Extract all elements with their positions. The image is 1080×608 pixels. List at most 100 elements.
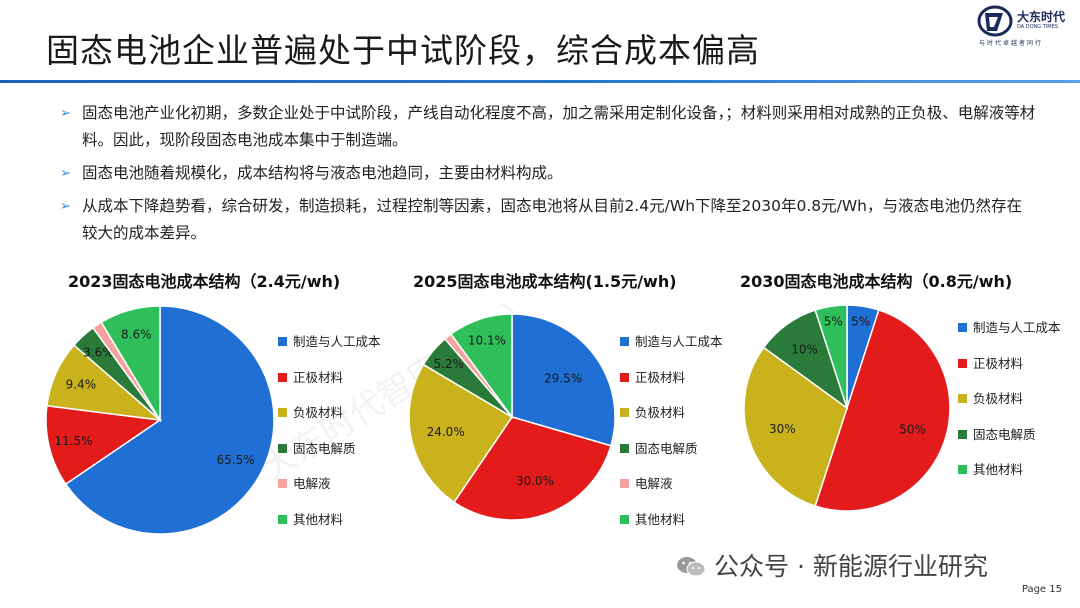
pie-label-0-3: 3.6% <box>83 346 114 360</box>
legend-item: 负极材料 <box>278 402 381 424</box>
legend-item: 固态电解质 <box>620 438 723 460</box>
legend-label: 其他材料 <box>635 511 686 527</box>
legend-label: 制造与人工成本 <box>293 334 381 349</box>
bullet-item: ➢ 从成本下降趋势看，综合研发，制造损耗，过程控制等因素，固态电池将从目前2.4元… <box>56 193 1036 247</box>
legend-label: 其他材料 <box>973 462 1024 477</box>
legend-label: 固态电解质 <box>973 426 1036 442</box>
logo-slogan: 与时代卓越者同行 <box>979 40 1044 47</box>
page-title: 固态电池企业普遍处于中试阶段，综合成本偏高 <box>46 31 760 70</box>
bullet-list: ➢ 固态电池产业化初期，多数企业处于中试阶段，产线自动化程度不高，加之需采用定制化… <box>56 100 1036 253</box>
pie-label-2-3: 10% <box>791 343 818 357</box>
legend-swatch <box>620 337 629 346</box>
footer-source: 公众号 · 新能源行业研究 <box>676 547 988 583</box>
legend-item: 正极材料 <box>278 367 381 389</box>
pie-label-0-1: 11.5% <box>54 434 92 448</box>
title-divider <box>0 80 1080 83</box>
pie-label-1-0: 29.5% <box>544 372 582 386</box>
legend-item: 其他材料 <box>278 509 381 531</box>
chart-title-2025: 2025固态电池成本结构(1.5元/wh) <box>413 272 677 291</box>
legend-label: 正极材料 <box>973 355 1024 371</box>
pie-slice-1-1 <box>453 416 612 521</box>
legend-label: 电解液 <box>293 476 331 491</box>
legend-item: 固态电解质 <box>278 438 381 460</box>
legend-label: 固态电解质 <box>293 440 356 456</box>
bullet-text: 从成本下降趋势看，综合研发，制造损耗，过程控制等因素，固态电池将从目前2.4元/… <box>82 197 1022 242</box>
pie-2025-svg: 29.5% 30.0% 24.0% 5.2%10.1% <box>408 313 616 521</box>
pie-label-2-4: 5% <box>824 315 843 329</box>
legend-swatch <box>958 465 967 474</box>
pie-slice-2-1 <box>814 309 951 512</box>
pie-2030-svg: 5% 50% 30% 10% 5% <box>743 304 951 512</box>
logo-en: DA DONG TIMES <box>1017 24 1058 30</box>
chart-title-2030: 2030固态电池成本结构（0.8元/wh) <box>740 272 1013 291</box>
pie-label-1-2: 24.0% <box>427 425 465 439</box>
bullet-text: 固态电池随着规模化，成本结构将与液态电池趋同，主要由材料构成。 <box>82 164 563 182</box>
legend-item: 其他材料 <box>958 459 1061 481</box>
legend-swatch <box>278 372 287 382</box>
legend-item: 制造与人工成本 <box>278 331 381 353</box>
legend-swatch <box>620 372 629 382</box>
bullet-item: ➢ 固态电池随着规模化，成本结构将与液态电池趋同，主要由材料构成。 <box>56 160 1036 187</box>
legend-swatch <box>278 514 287 524</box>
legend-item: 负极材料 <box>620 402 723 424</box>
pie-slice-1-0 <box>511 313 616 447</box>
bullet-arrow-icon: ➢ <box>60 199 71 214</box>
legend-label: 负极材料 <box>635 405 686 420</box>
legend-item: 制造与人工成本 <box>958 317 1061 339</box>
legend-item: 电解液 <box>278 473 381 495</box>
brand-logo: 大东时代 DA DONG TIMES 与时代卓越者同行 <box>975 2 1075 52</box>
legend-swatch <box>958 358 967 368</box>
legend-2023: 制造与人工成本 正极材料负极材料固态电解质电解液其他材料 <box>278 331 381 544</box>
pie-slice-0-0 <box>64 305 275 535</box>
legend-2025: 制造与人工成本 正极材料负极材料固态电解质电解液其他材料 <box>620 331 723 544</box>
legend-swatch <box>620 479 629 488</box>
pie-chart-2025: 29.5% 30.0% 24.0% 5.2% 10.1% <box>400 310 630 530</box>
pie-slice-0-1 <box>45 404 163 486</box>
pie-label-0-2: 9.4% <box>66 378 97 392</box>
pie-label-0-5: 8.6% <box>121 327 152 341</box>
legend-swatch <box>620 408 629 417</box>
pie-label-0-0: 65.5% <box>216 453 254 467</box>
legend-label: 正极材料 <box>293 369 344 385</box>
legend-item: 正极材料 <box>958 353 1061 375</box>
legend-item: 固态电解质 <box>958 424 1061 446</box>
legend-label: 电解液 <box>635 476 673 491</box>
legend-label: 其他材料 <box>293 511 344 527</box>
pie-2023-svg: 65.5% 11.5% 9.4% 3.6% 8.6% <box>45 305 275 535</box>
legend-label: 负极材料 <box>973 391 1024 406</box>
footer-source-text: 公众号 · 新能源行业研究 <box>714 552 988 581</box>
pie-label-2-2: 30% <box>769 422 796 436</box>
legend-swatch <box>278 479 287 488</box>
legend-label: 固态电解质 <box>635 440 698 456</box>
bullet-arrow-icon: ➢ <box>60 166 71 181</box>
legend-label: 制造与人工成本 <box>635 334 723 349</box>
legend-item: 正极材料 <box>620 367 723 389</box>
legend-item: 制造与人工成本 <box>620 331 723 353</box>
pie-slice-1-5 <box>449 313 513 420</box>
pie-slice-1-2 <box>408 363 514 504</box>
pie-label-2-0: 5% <box>851 315 870 329</box>
legend-label: 正极材料 <box>635 369 686 385</box>
logo-mark-icon <box>977 5 1013 37</box>
legend-2030: 制造与人工成本 正极材料负极材料固态电解质其他材料 <box>958 317 1061 495</box>
logo-name: 大东时代 <box>1017 10 1066 24</box>
pie-slice-2-2 <box>743 346 848 507</box>
bullet-arrow-icon: ➢ <box>60 106 71 121</box>
legend-label: 负极材料 <box>293 405 344 420</box>
bullet-text: 固态电池产业化初期，多数企业处于中试阶段，产线自动化程度不高，加之需采用定制化设… <box>82 104 1036 149</box>
legend-swatch <box>958 429 967 439</box>
legend-swatch <box>620 514 629 524</box>
wechat-icon <box>676 555 706 577</box>
page-number: Page 15 <box>1021 584 1062 595</box>
legend-label: 制造与人工成本 <box>973 320 1061 335</box>
pie-label-1-1: 30.0% <box>516 474 554 488</box>
chart-title-2023: 2023固态电池成本结构（2.4元/wh) <box>68 272 341 291</box>
pie-label-1-5: 10.1% <box>468 334 506 348</box>
legend-item: 负极材料 <box>958 388 1061 410</box>
legend-swatch <box>958 394 967 403</box>
pie-slice-2-4 <box>814 304 848 409</box>
bullet-item: ➢ 固态电池产业化初期，多数企业处于中试阶段，产线自动化程度不高，加之需采用定制化… <box>56 100 1036 154</box>
pie-label-1-3: 5.2% <box>434 357 465 371</box>
pie-label-2-1: 50% <box>899 422 926 436</box>
legend-swatch <box>620 443 629 453</box>
